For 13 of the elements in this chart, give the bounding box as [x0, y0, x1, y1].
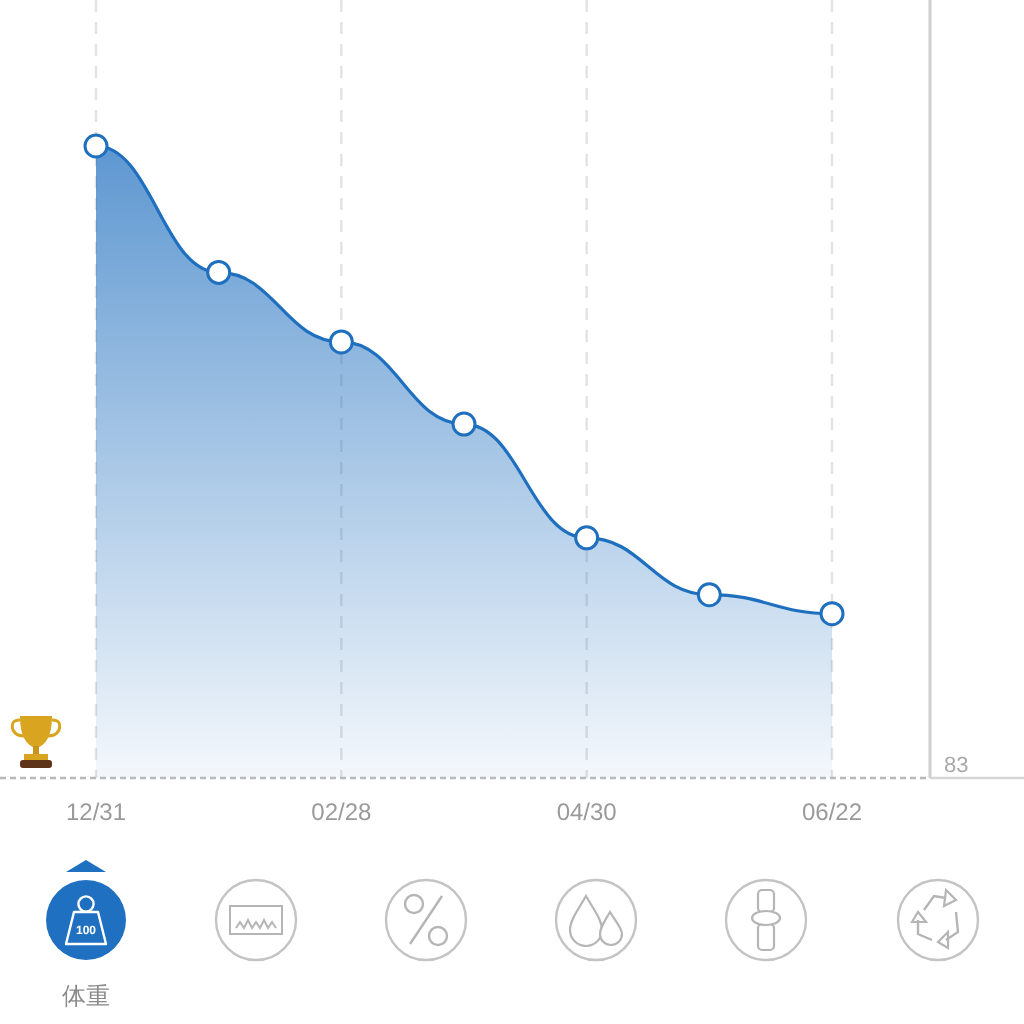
text: 83	[944, 754, 969, 778]
point	[819, 601, 845, 627]
point	[206, 259, 232, 285]
point	[83, 133, 109, 159]
x-tick-label: 04/30	[556, 798, 618, 826]
point	[696, 582, 722, 608]
x-tick-label: 02/28	[311, 798, 373, 826]
text: 体重	[62, 982, 110, 1010]
point	[328, 329, 354, 355]
x-tick-label: 12/31	[65, 798, 127, 826]
x-tick-label: 06/22	[801, 798, 863, 826]
point	[574, 525, 600, 551]
point	[451, 411, 477, 437]
